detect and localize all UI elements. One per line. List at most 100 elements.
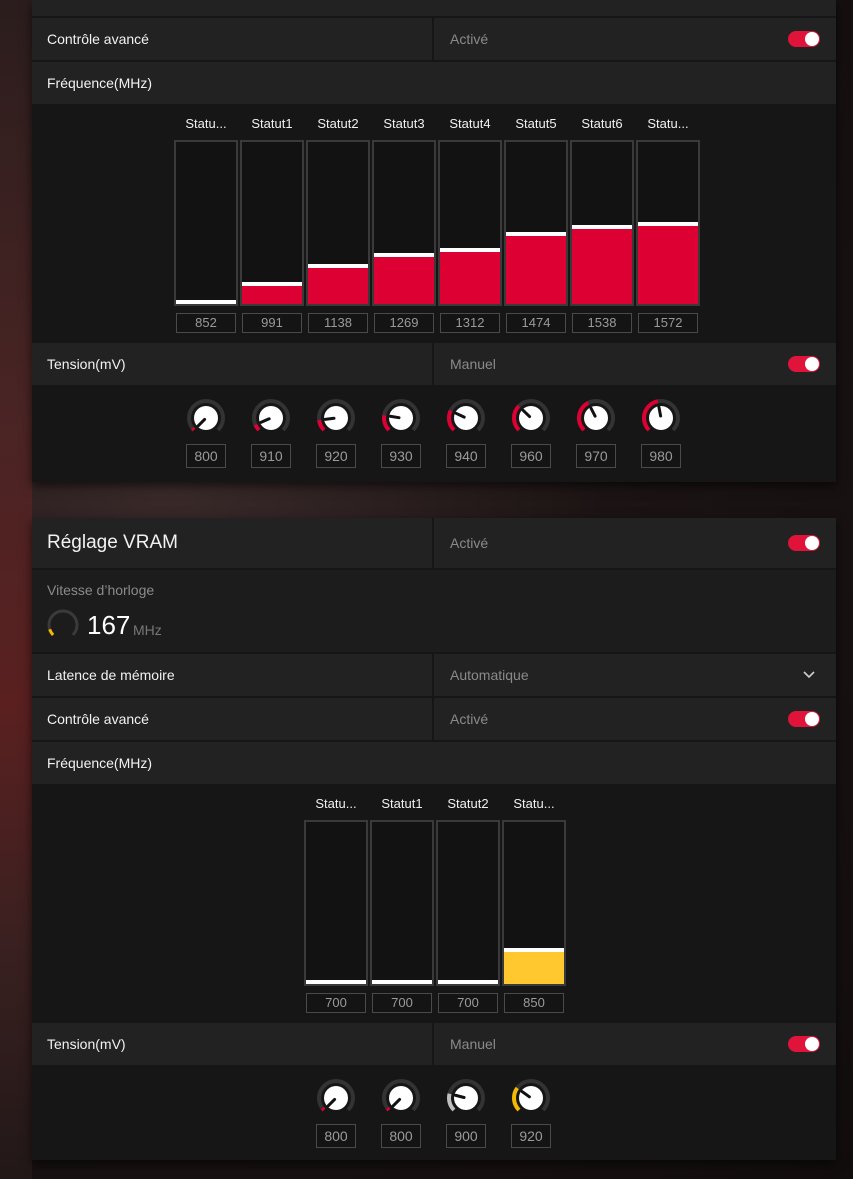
panel-top-edge bbox=[32, 0, 836, 16]
gpu-frequency-state-value-input[interactable]: 852 bbox=[176, 313, 236, 333]
gpu-voltage-knobs: 800 910 920 930 940 960 970 980 bbox=[32, 398, 836, 474]
vram-voltage-knob-dial[interactable] bbox=[446, 1078, 486, 1118]
gpu-frequency-state-fill bbox=[572, 225, 632, 304]
gpu-voltage-knob-dial[interactable] bbox=[251, 398, 291, 438]
gpu-voltage-knob-dial[interactable] bbox=[381, 398, 421, 438]
gpu-voltage-knob-value-input[interactable]: 910 bbox=[251, 444, 291, 468]
gpu-frequency-state-value-input[interactable]: 991 bbox=[242, 313, 302, 333]
gpu-voltage-knob-2: 920 bbox=[316, 398, 356, 468]
chevron-down-icon[interactable] bbox=[802, 668, 816, 682]
gpu-frequency-state-slider[interactable] bbox=[636, 140, 700, 306]
gpu-frequency-state-fill bbox=[506, 231, 566, 304]
vram-tuning-panel: Réglage VRAM Activé Vitesse d’horloge 16… bbox=[32, 518, 836, 1160]
vram-frequency-state-label: Statut1 bbox=[381, 796, 423, 811]
vram-latency-row: Latence de mémoire Automatique bbox=[32, 654, 836, 696]
gpu-voltage-knob-0: 800 bbox=[186, 398, 226, 468]
vram-frequency-state-slider[interactable] bbox=[502, 820, 566, 986]
vram-voltage-knob-value-input[interactable]: 900 bbox=[446, 1124, 486, 1148]
vram-voltage-knob-dial[interactable] bbox=[381, 1078, 421, 1118]
gpu-voltage-knob-value-input[interactable]: 930 bbox=[381, 444, 421, 468]
gpu-voltage-label: Tension(mV) bbox=[32, 343, 432, 385]
vram-frequency-state-label: Statu... bbox=[513, 796, 555, 811]
gpu-frequency-state-label: Statut4 bbox=[449, 116, 491, 131]
gpu-voltage-knob-value-input[interactable]: 960 bbox=[511, 444, 551, 468]
gpu-frequency-state-slider[interactable] bbox=[174, 140, 238, 306]
vram-advanced-control-label: Contrôle avancé bbox=[32, 698, 432, 740]
gpu-frequency-state-slider[interactable] bbox=[306, 140, 370, 306]
gpu-advanced-control-value: Activé bbox=[450, 31, 489, 47]
background-art bbox=[0, 0, 32, 1179]
gpu-voltage-toggle[interactable] bbox=[788, 356, 820, 372]
gpu-voltage-knob-value-input[interactable]: 970 bbox=[576, 444, 616, 468]
gpu-frequency-state-fill bbox=[638, 222, 698, 304]
gpu-frequency-state-fill bbox=[308, 264, 368, 304]
gpu-frequency-states: Statu... 852 Statut1 991 Statut2 1138 Statut3 1… bbox=[32, 116, 836, 336]
gpu-voltage-knob-value-input[interactable]: 940 bbox=[446, 444, 486, 468]
vram-frequency-state-value-input[interactable]: 700 bbox=[372, 993, 432, 1013]
gpu-frequency-state-slider[interactable] bbox=[372, 140, 436, 306]
vram-clock-block: Vitesse d’horloge 167 MHz bbox=[32, 570, 836, 652]
vram-voltage-knob-0: 800 bbox=[316, 1078, 356, 1148]
gpu-advanced-control-toggle[interactable] bbox=[788, 31, 820, 47]
gpu-frequency-state-value-input[interactable]: 1312 bbox=[440, 313, 500, 333]
gpu-frequency-state-value-input[interactable]: 1572 bbox=[638, 313, 698, 333]
gpu-frequency-state-slider[interactable] bbox=[438, 140, 502, 306]
vram-latency-value: Automatique bbox=[450, 667, 529, 683]
vram-frequency-state-slider[interactable] bbox=[304, 820, 368, 986]
gpu-advanced-control-setting: Activé bbox=[434, 18, 836, 60]
gpu-frequency-state-fill bbox=[242, 282, 302, 304]
vram-frequency-states: Statu... 700 Statut1 700 Statut2 700 Statu... 8… bbox=[32, 796, 836, 1016]
vram-voltage-knob-value-input[interactable]: 800 bbox=[316, 1124, 356, 1148]
vram-voltage-knob-1: 800 bbox=[381, 1078, 421, 1148]
vram-frequency-state-value-input[interactable]: 850 bbox=[504, 993, 564, 1013]
vram-latency-label: Latence de mémoire bbox=[32, 654, 432, 696]
gpu-voltage-knob-3: 930 bbox=[381, 398, 421, 468]
gpu-frequency-state-value-input[interactable]: 1474 bbox=[506, 313, 566, 333]
gpu-frequency-state-slider[interactable] bbox=[504, 140, 568, 306]
vram-voltage-label: Tension(mV) bbox=[32, 1023, 432, 1065]
vram-frequency-state-value-input[interactable]: 700 bbox=[306, 993, 366, 1013]
gpu-voltage-knob-dial[interactable] bbox=[641, 398, 681, 438]
gpu-frequency-state-value-input[interactable]: 1269 bbox=[374, 313, 434, 333]
gpu-voltage-knob-dial[interactable] bbox=[576, 398, 616, 438]
gpu-voltage-knob-dial[interactable] bbox=[511, 398, 551, 438]
gpu-voltage-knob-dial[interactable] bbox=[316, 398, 356, 438]
vram-voltage-knob-value-input[interactable]: 920 bbox=[511, 1124, 551, 1148]
vram-frequency-state-value-input[interactable]: 700 bbox=[438, 993, 498, 1013]
gpu-frequency-label: Fréquence(MHz) bbox=[32, 62, 836, 104]
gpu-voltage-knob-value-input[interactable]: 920 bbox=[316, 444, 356, 468]
vram-frequency-header: Fréquence(MHz) bbox=[32, 742, 836, 784]
gpu-voltage-knob-value-input[interactable]: 980 bbox=[641, 444, 681, 468]
vram-frequency-label: Fréquence(MHz) bbox=[32, 742, 836, 784]
vram-voltage-knobs: 800 800 900 920 bbox=[32, 1078, 836, 1154]
gpu-tuning-panel: Contrôle avancé Activé Fréquence(MHz) St… bbox=[32, 0, 836, 482]
vram-voltage-knob-2: 900 bbox=[446, 1078, 486, 1148]
gpu-voltage-row: Tension(mV) Manuel bbox=[32, 343, 836, 385]
vram-latency-select[interactable]: Automatique bbox=[434, 654, 836, 696]
vram-voltage-knob-value-input[interactable]: 800 bbox=[381, 1124, 421, 1148]
gpu-frequency-state-value-input[interactable]: 1538 bbox=[572, 313, 632, 333]
gpu-frequency-state-slider[interactable] bbox=[570, 140, 634, 306]
vram-voltage-mode: Manuel bbox=[434, 1023, 836, 1065]
vram-advanced-control-toggle[interactable] bbox=[788, 711, 820, 727]
gpu-voltage-knob-dial[interactable] bbox=[446, 398, 486, 438]
vram-frequency-state-label: Statut2 bbox=[447, 796, 489, 811]
vram-voltage-toggle[interactable] bbox=[788, 1036, 820, 1052]
gpu-frequency-state-label: Statut2 bbox=[317, 116, 359, 131]
vram-voltage-row: Tension(mV) Manuel bbox=[32, 1023, 836, 1065]
vram-enable-toggle[interactable] bbox=[788, 535, 820, 551]
vram-voltage-knob-dial[interactable] bbox=[511, 1078, 551, 1118]
gpu-frequency-state-label: Statu... bbox=[185, 116, 227, 131]
gpu-frequency-state-value-input[interactable]: 1138 bbox=[308, 313, 368, 333]
vram-frequency-state-slider[interactable] bbox=[370, 820, 434, 986]
vram-voltage-knob-3: 920 bbox=[511, 1078, 551, 1148]
gpu-frequency-state-label: Statu... bbox=[647, 116, 689, 131]
gpu-voltage-mode: Manuel bbox=[434, 343, 836, 385]
vram-advanced-control-setting: Activé bbox=[434, 698, 836, 740]
gpu-voltage-mode-value: Manuel bbox=[450, 356, 496, 372]
vram-voltage-knob-dial[interactable] bbox=[316, 1078, 356, 1118]
gpu-frequency-state-slider[interactable] bbox=[240, 140, 304, 306]
gpu-voltage-knob-dial[interactable] bbox=[186, 398, 226, 438]
vram-frequency-state-slider[interactable] bbox=[436, 820, 500, 986]
gpu-voltage-knob-value-input[interactable]: 800 bbox=[186, 444, 226, 468]
